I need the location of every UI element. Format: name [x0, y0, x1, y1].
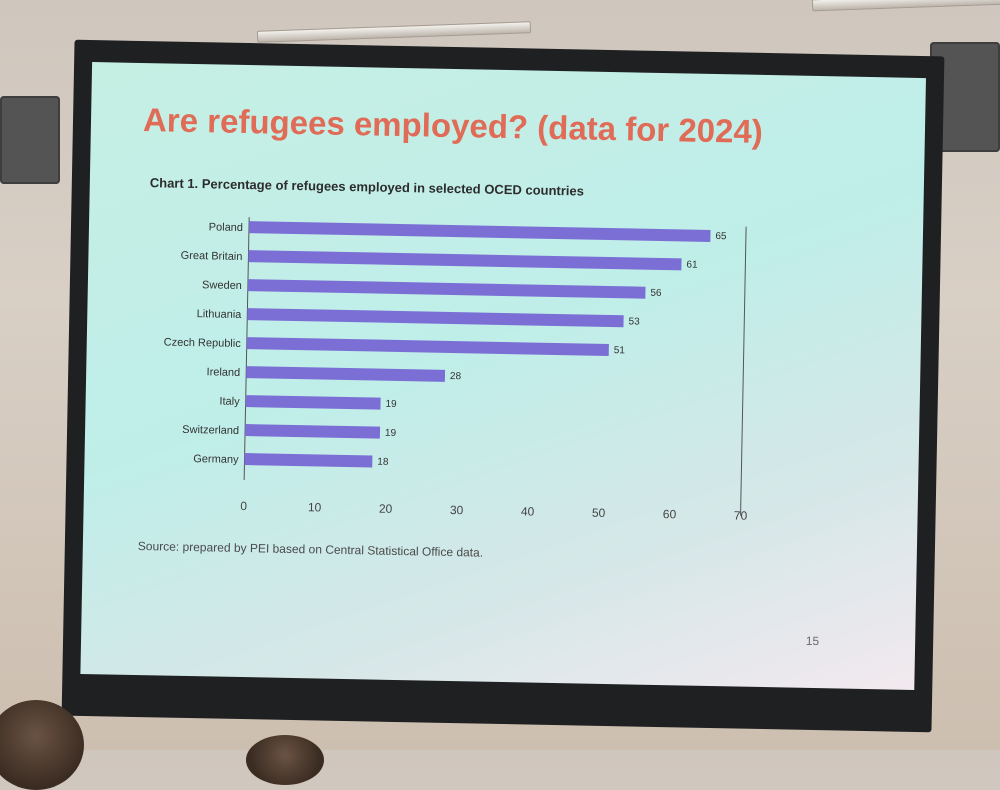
x-tick-label: 60: [663, 507, 677, 521]
ceiling-light: [256, 21, 532, 43]
category-label: Lithuania: [197, 308, 243, 321]
bar: [248, 221, 711, 242]
bar: [247, 279, 646, 299]
category-label: Sweden: [202, 279, 242, 292]
category-label: Poland: [209, 221, 243, 234]
x-tick-label: 30: [450, 503, 464, 517]
data-label: 18: [377, 457, 389, 468]
bar: [245, 395, 381, 410]
data-label: 19: [385, 428, 397, 439]
projection-screen: Are refugees employed? (data for 2024) C…: [61, 39, 945, 733]
bar: [247, 308, 624, 328]
data-label: 65: [715, 231, 727, 242]
data-label: 51: [614, 345, 626, 356]
left-speaker: [0, 96, 60, 184]
x-tick-label: 70: [734, 508, 748, 522]
data-label: 53: [628, 316, 640, 327]
category-label: Ireland: [206, 366, 240, 379]
right-reference-line: [740, 226, 747, 516]
data-label: 61: [686, 260, 698, 271]
page-number: 15: [805, 633, 820, 649]
presentation-slide: Are refugees employed? (data for 2024) C…: [80, 62, 926, 690]
x-tick-label: 20: [379, 502, 393, 516]
data-label: 19: [385, 399, 397, 410]
category-label: Great Britain: [181, 250, 243, 263]
x-tick-label: 50: [592, 506, 606, 520]
bar: [248, 250, 682, 271]
ceiling-light: [811, 0, 1000, 12]
data-label: 56: [650, 288, 662, 299]
bar: [246, 366, 446, 382]
category-label: Italy: [219, 396, 240, 408]
x-tick-label: 0: [240, 499, 247, 513]
bar: [246, 337, 609, 357]
x-tick-label: 40: [521, 504, 535, 518]
data-label: 28: [450, 371, 462, 382]
bar: [244, 424, 381, 439]
bar-chart: Poland 65 Great Britain 61 Sweden 56 Lithuania…: [164, 217, 748, 523]
audience-head: [246, 735, 324, 785]
bar: [244, 453, 373, 468]
category-label: Germany: [193, 453, 239, 466]
category-label: Switzerland: [182, 424, 239, 437]
x-tick-label: 10: [308, 500, 322, 514]
category-label: Czech Republic: [164, 336, 242, 349]
